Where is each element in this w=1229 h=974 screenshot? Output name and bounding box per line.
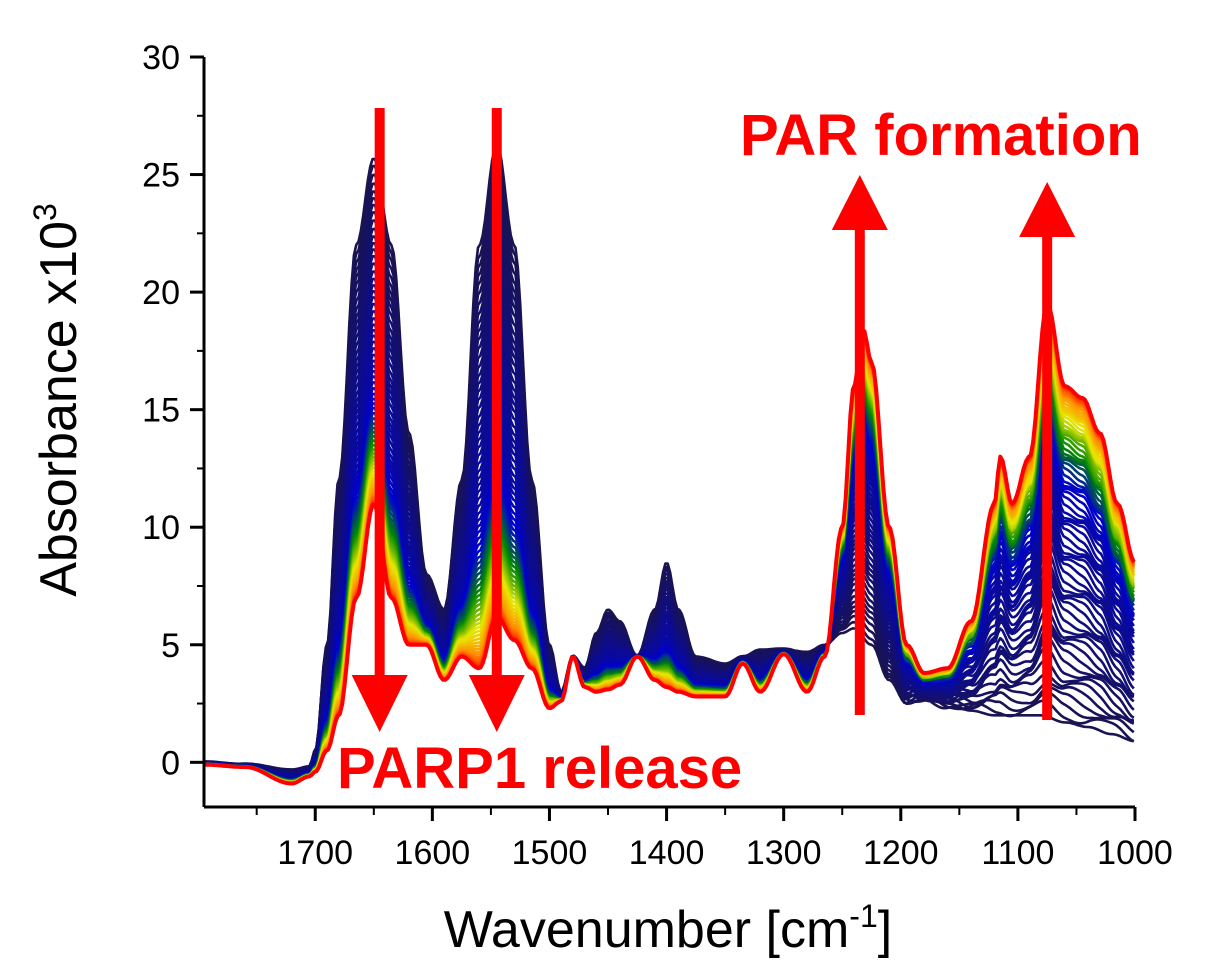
x-tick-label: 1300 (746, 834, 822, 872)
x-tick-label: 1500 (512, 834, 588, 872)
up-arrow-head (1019, 182, 1076, 237)
y-tick-label: 30 (142, 39, 180, 77)
y-tick-label: 10 (142, 509, 180, 547)
down-arrow-shaft (491, 108, 502, 678)
x-tick-label: 1200 (863, 834, 939, 872)
x-tick-label: 1600 (395, 834, 471, 872)
y-tick-label: 15 (142, 392, 180, 430)
parp1-release-label: PARP1 release (337, 736, 742, 801)
down-arrow-shaft (374, 108, 385, 678)
par-formation-label: PAR formation (740, 103, 1142, 168)
up-arrow-shaft (854, 225, 865, 715)
last-spectrum-line (204, 301, 1136, 786)
y-tick-label: 25 (142, 157, 180, 195)
x-tick-label: 1400 (629, 834, 705, 872)
x-tick-label: 1700 (277, 834, 353, 872)
axes: 0 5 10 15 20 25 30 1700 1600 1500 1400 1300 1200 1100… (142, 39, 1173, 872)
y-axis-title-sup: 3 (27, 203, 63, 221)
y-axis-title: Absorbance x103 (27, 203, 88, 597)
up-arrow-shaft (1042, 232, 1053, 720)
x-axis-title-end: ] (878, 901, 892, 959)
annotation-arrows (351, 108, 1076, 732)
y-tick-label: 20 (142, 274, 180, 312)
down-arrow-head (351, 675, 408, 732)
x-axis-title-text: Wavenumber [cm (444, 901, 850, 959)
up-arrow-head (831, 175, 888, 230)
y-tick-label: 5 (161, 627, 180, 665)
spectra-group (203, 142, 1136, 786)
down-arrow-head (468, 675, 525, 732)
x-tick-label: 1000 (1097, 834, 1173, 872)
x-axis-title-sup: -1 (849, 898, 877, 934)
y-tick-label: 0 (161, 744, 180, 782)
y-axis-title-text: Absorbance x10 (30, 221, 88, 597)
x-axis-title: Wavenumber [cm-1] (444, 898, 892, 959)
x-tick-label: 1100 (981, 834, 1054, 872)
